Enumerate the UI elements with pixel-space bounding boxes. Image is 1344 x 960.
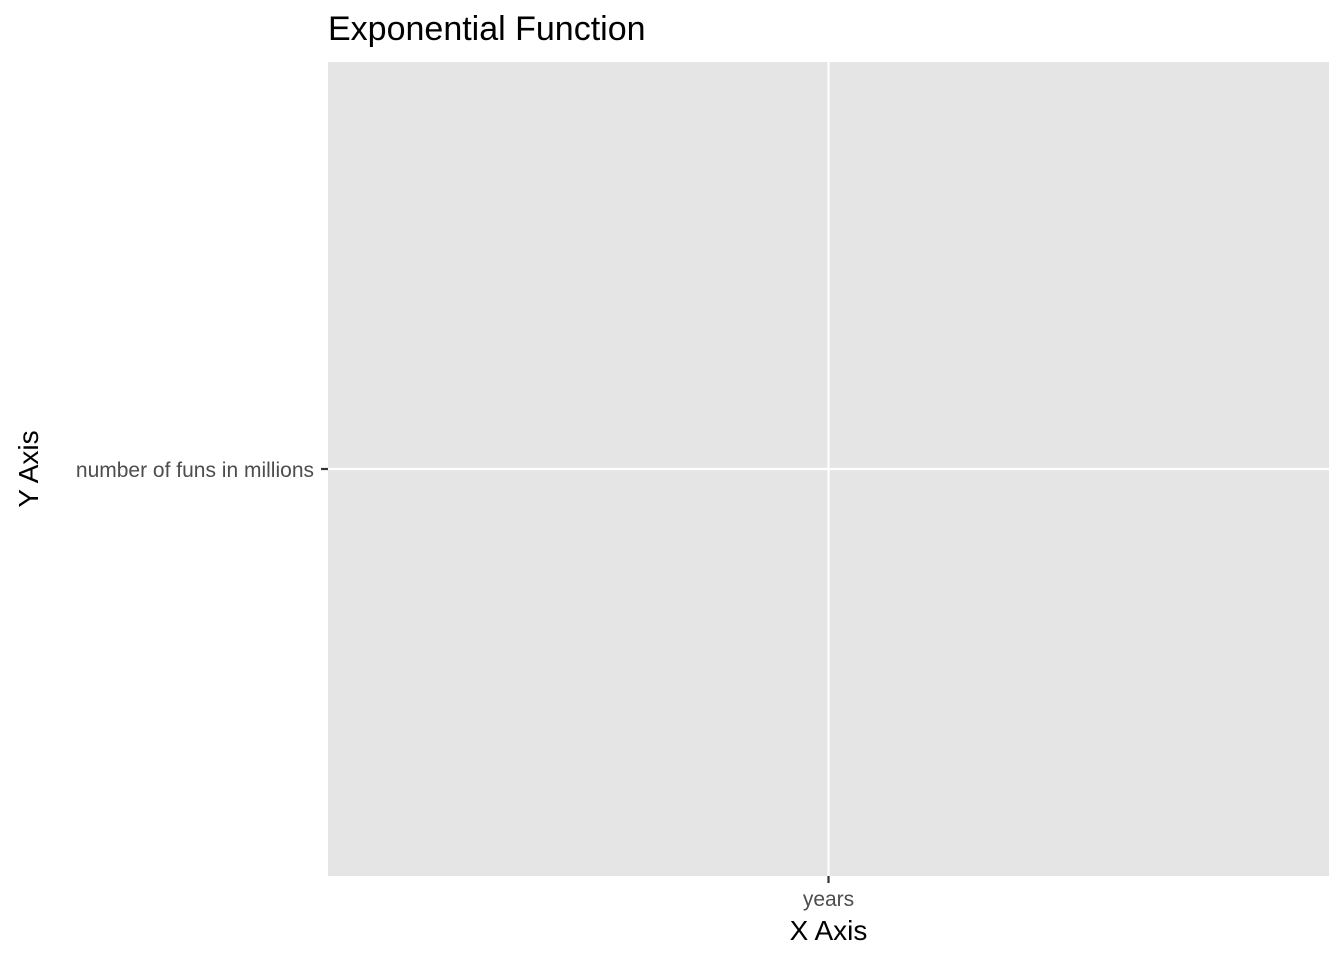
x-tick-label: years: [803, 888, 854, 911]
grid-lines: [328, 62, 1329, 876]
chart-title: Exponential Function: [328, 10, 646, 48]
y-tick-label: number of funs in millions: [76, 459, 314, 482]
x-axis-title: X Axis: [790, 915, 868, 946]
y-axis-title: Y Axis: [13, 430, 44, 507]
axis-ticks: [321, 467, 830, 883]
